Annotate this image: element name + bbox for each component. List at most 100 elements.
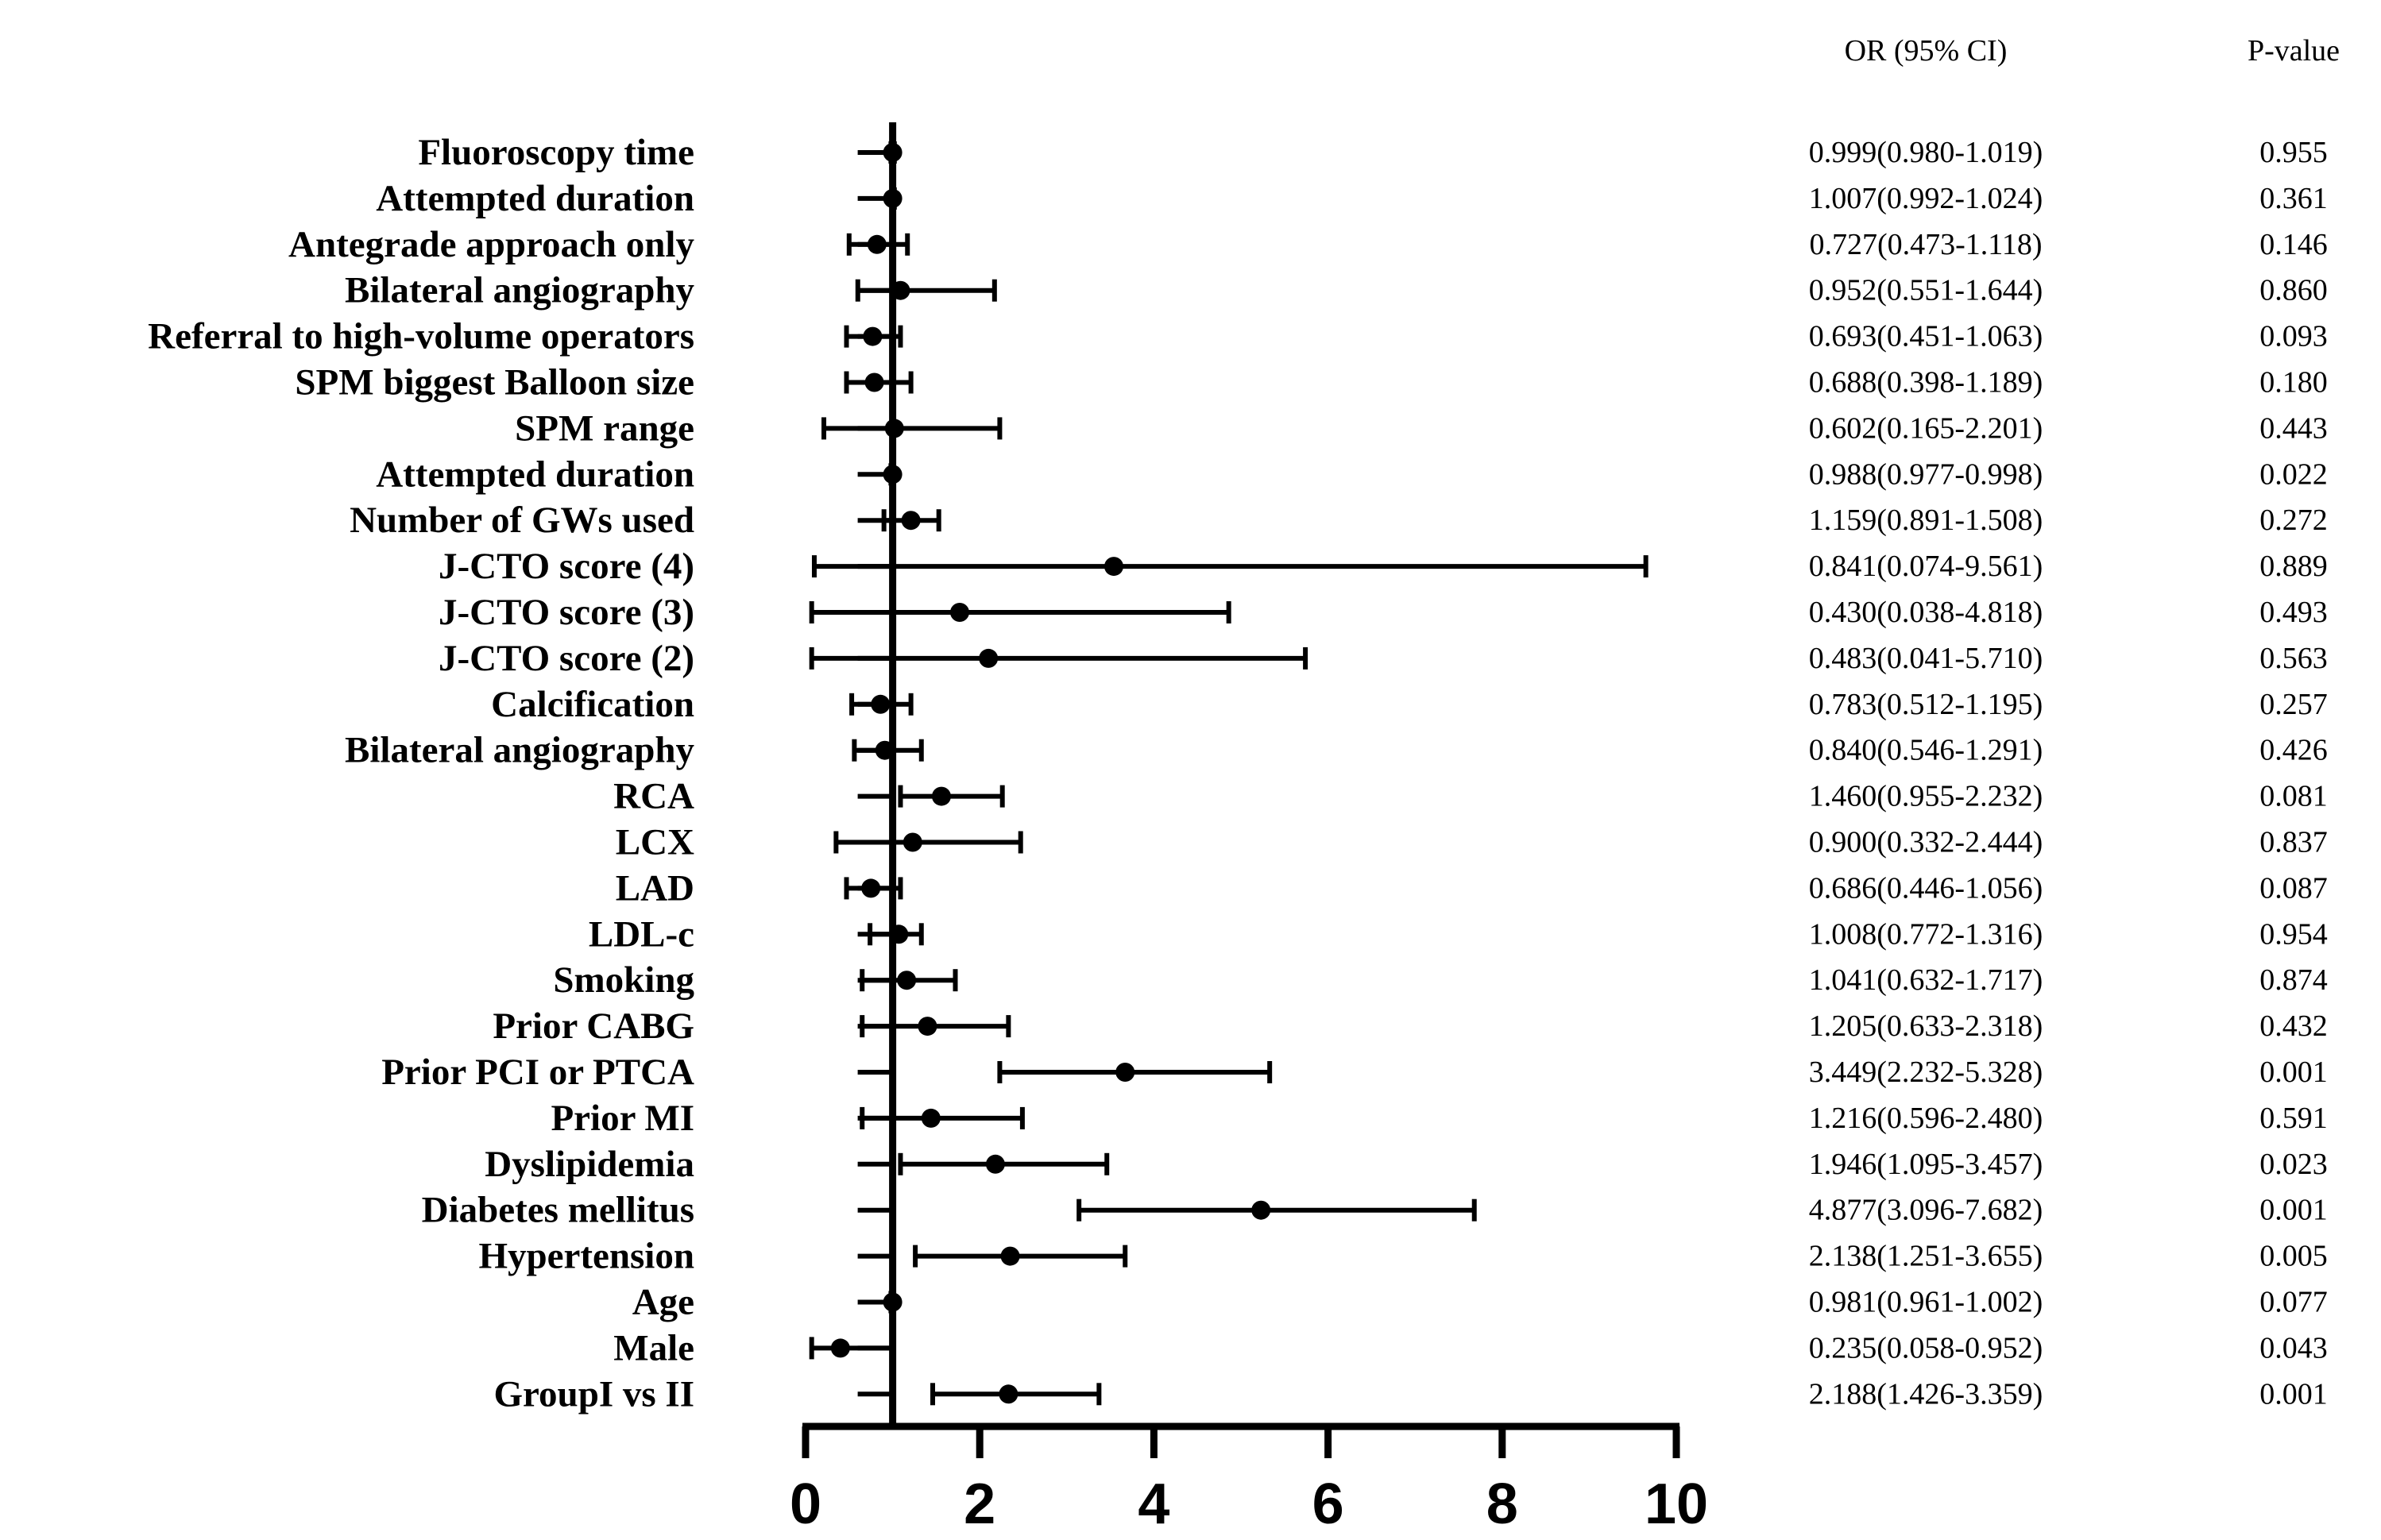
or-ci-value: 0.235(0.058-0.952)	[1809, 1331, 2043, 1364]
forest-row: SPM range 0.602(0.165-2.201) 0.443	[515, 407, 2328, 449]
forest-row: RCA 1.460(0.955-2.232) 0.081	[613, 776, 2328, 817]
p-value: 0.022	[2259, 457, 2328, 491]
point-estimate	[999, 1384, 1018, 1404]
point-estimate	[863, 326, 883, 346]
p-value: 0.001	[2259, 1377, 2328, 1411]
or-column-header: OR (95% CI)	[1845, 34, 2008, 68]
or-ci-value: 0.988(0.977-0.998)	[1809, 457, 2043, 491]
x-tick-label: 0	[790, 1472, 821, 1536]
forest-row: LAD 0.686(0.446-1.056) 0.087	[616, 867, 2328, 909]
or-ci-value: 1.041(0.632-1.717)	[1809, 963, 2043, 997]
or-ci-value: 4.877(3.096-7.682)	[1809, 1194, 2043, 1227]
or-ci-value: 0.483(0.041-5.710)	[1809, 642, 2043, 675]
forest-row: Calcification 0.783(0.512-1.195) 0.257	[491, 684, 2328, 725]
p-value: 0.077	[2259, 1286, 2328, 1319]
point-estimate	[861, 878, 881, 898]
row-label: J-CTO score (2)	[439, 638, 694, 679]
row-label: Attempted duration	[376, 178, 694, 219]
or-ci-value: 1.946(1.095-3.457)	[1809, 1148, 2043, 1181]
row-label: SPM range	[515, 407, 694, 449]
p-value: 0.001	[2259, 1056, 2328, 1089]
forest-row: J-CTO score (4) 0.841(0.074-9.561) 0.889	[439, 546, 2328, 587]
row-label: LDL-c	[589, 913, 694, 955]
p-value: 0.426	[2259, 734, 2328, 767]
or-ci-value: 0.840(0.546-1.291)	[1809, 734, 2043, 767]
row-label: Fluoroscopy time	[418, 132, 694, 173]
forest-row: GroupI vs II 2.188(1.426-3.359) 0.001	[493, 1373, 2327, 1415]
row-label: Attempted duration	[376, 454, 694, 495]
p-value: 0.257	[2259, 688, 2328, 721]
row-label: Dyslipidemia	[485, 1144, 694, 1185]
p-value: 0.093	[2259, 320, 2328, 353]
or-ci-value: 1.216(0.596-2.480)	[1809, 1102, 2043, 1135]
row-label: Referral to high-volume operators	[148, 316, 694, 357]
forest-row: Referral to high-volume operators 0.693(0…	[148, 316, 2328, 357]
x-tick-label: 8	[1486, 1472, 1518, 1536]
forest-row: Attempted duration 1.007(0.992-1.024) 0.36…	[376, 178, 2328, 219]
row-label: LCX	[616, 822, 694, 863]
row-label: Hypertension	[478, 1236, 694, 1277]
row-label: Number of GWs used	[350, 500, 694, 541]
or-ci-value: 1.205(0.633-2.318)	[1809, 1009, 2043, 1043]
forest-row: LDL-c 1.008(0.772-1.316) 0.954	[589, 913, 2328, 955]
forest-row: Antegrade approach only 0.727(0.473-1.118…	[288, 224, 2328, 265]
or-ci-value: 0.430(0.038-4.818)	[1809, 596, 2043, 629]
forest-row: SPM biggest Balloon size 0.688(0.398-1.18…	[295, 362, 2327, 403]
or-ci-value: 0.688(0.398-1.189)	[1809, 366, 2043, 399]
p-value: 0.361	[2259, 182, 2328, 215]
or-ci-value: 1.159(0.891-1.508)	[1809, 504, 2043, 537]
point-estimate	[871, 694, 891, 714]
point-estimate	[867, 234, 887, 254]
row-label: Prior PCI or PTCA	[381, 1052, 694, 1093]
x-tick-label: 10	[1645, 1472, 1708, 1536]
forest-row: Number of GWs used 1.159(0.891-1.508) 0.27…	[350, 500, 2328, 541]
or-ci-value: 0.999(0.980-1.019)	[1809, 136, 2043, 169]
or-ci-value: 0.727(0.473-1.118)	[1809, 228, 2042, 261]
row-label: SPM biggest Balloon size	[295, 362, 694, 403]
point-estimate	[901, 511, 921, 531]
row-label: Diabetes mellitus	[422, 1190, 694, 1231]
p-value: 0.443	[2259, 411, 2328, 445]
forest-row: J-CTO score (2) 0.483(0.041-5.710) 0.563	[439, 638, 2328, 679]
p-value-column-header: P-value	[2248, 34, 2340, 68]
forest-row: Prior CABG 1.205(0.633-2.318) 0.432	[493, 1005, 2327, 1047]
p-value: 0.146	[2259, 228, 2328, 261]
point-estimate	[949, 603, 969, 622]
or-ci-value: 0.900(0.332-2.444)	[1809, 826, 2043, 859]
or-ci-value: 0.783(0.512-1.195)	[1809, 688, 2043, 721]
forest-row: Fluoroscopy time 0.999(0.980-1.019) 0.955	[418, 132, 2327, 173]
forest-row: Smoking 1.041(0.632-1.717) 0.874	[553, 959, 2327, 1001]
point-estimate	[897, 971, 917, 990]
forest-row: Hypertension 2.138(1.251-3.655) 0.005	[478, 1236, 2327, 1277]
p-value: 0.493	[2259, 596, 2328, 629]
forest-row: J-CTO score (3) 0.430(0.038-4.818) 0.493	[439, 592, 2328, 633]
row-label: Smoking	[553, 959, 694, 1001]
forest-row: Age 0.981(0.961-1.002) 0.077	[632, 1282, 2328, 1323]
row-label: LAD	[616, 867, 694, 909]
p-value: 0.087	[2259, 871, 2328, 905]
point-estimate	[921, 1108, 941, 1128]
p-value: 0.180	[2259, 366, 2328, 399]
row-label: Age	[632, 1282, 694, 1323]
row-label: Bilateral angiography	[345, 270, 694, 311]
forest-row: Bilateral angiography 0.840(0.546-1.291) 0…	[345, 730, 2328, 771]
point-estimate	[1251, 1200, 1271, 1220]
or-ci-value: 0.952(0.551-1.644)	[1809, 274, 2043, 307]
p-value: 0.874	[2259, 963, 2328, 997]
p-value: 0.837	[2259, 826, 2328, 859]
point-estimate	[1104, 557, 1123, 577]
p-value: 0.955	[2259, 136, 2328, 169]
p-value: 0.563	[2259, 642, 2328, 675]
or-ci-value: 0.686(0.446-1.056)	[1809, 871, 2043, 905]
or-ci-value: 0.693(0.451-1.063)	[1809, 320, 2043, 353]
p-value: 0.272	[2259, 504, 2328, 537]
forest-row: Attempted duration 0.988(0.977-0.998) 0.02…	[376, 454, 2328, 495]
or-ci-value: 0.981(0.961-1.002)	[1809, 1286, 2043, 1319]
point-estimate	[830, 1338, 850, 1358]
p-value: 0.954	[2259, 917, 2328, 951]
point-estimate	[931, 786, 951, 806]
row-label: Bilateral angiography	[345, 730, 694, 771]
forest-row: Prior MI 1.216(0.596-2.480) 0.591	[551, 1098, 2327, 1139]
row-label: Antegrade approach only	[288, 224, 694, 265]
or-ci-value: 1.460(0.955-2.232)	[1809, 780, 2043, 813]
